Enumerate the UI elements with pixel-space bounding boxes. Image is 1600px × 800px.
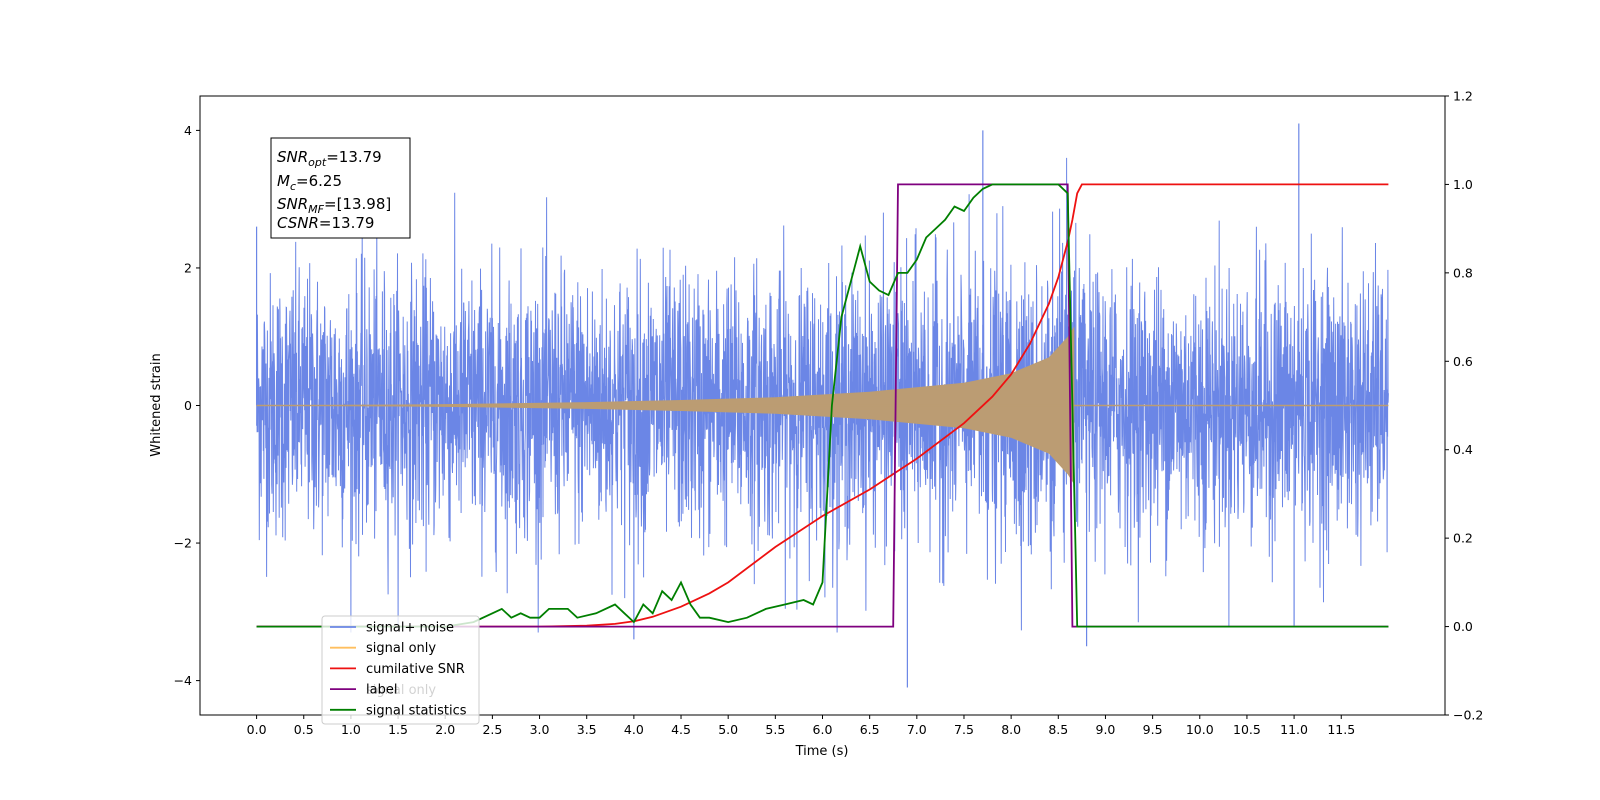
x-tick-label: 1.5 (388, 722, 408, 737)
x-tick-label: 6.5 (860, 722, 880, 737)
x-tick-label: 9.5 (1143, 722, 1163, 737)
signal-noise-line (256, 157, 1389, 633)
legend-entry: signal+ noise (366, 621, 454, 636)
x-tick-label: 5.0 (718, 722, 738, 737)
x-tick-label: 0.5 (294, 722, 314, 737)
x-tick-label: 6.0 (813, 722, 833, 737)
legend-ghost-text: signal only (366, 683, 436, 698)
x-tick-label: 2.0 (435, 722, 455, 737)
x-tick-label: 2.5 (482, 722, 502, 737)
x-tick-label: 7.0 (907, 722, 927, 737)
y-right-tick-label: 0.6 (1453, 354, 1473, 369)
legend: signal+ noise signal only cumilative SNR la… (321, 615, 480, 725)
x-axis-label: Time (s) (795, 744, 849, 759)
y-axis-label-left: Whitened strain (149, 353, 164, 456)
x-tick-label: 10.0 (1186, 722, 1214, 737)
y-left-tick-label: 0 (184, 398, 192, 413)
x-tick-label: 1.0 (341, 722, 361, 737)
snr-mf-label: SNRMF=[13.98] (277, 195, 391, 216)
signal-statistics-line (256, 183, 1389, 628)
snr-opt-value: =13.79 (326, 148, 382, 166)
y-left-tick-label: −4 (174, 673, 192, 688)
x-tick-label: 4.5 (671, 722, 691, 737)
x-tick-label: 10.5 (1233, 722, 1261, 737)
legend-entry: label (366, 683, 397, 698)
signal-only-series (256, 326, 1389, 485)
x-tick-label: 11.5 (1327, 722, 1355, 737)
y-right-tick-label: −0.2 (1453, 708, 1483, 723)
x-tick-label: 7.5 (954, 722, 974, 737)
y-right-tick-label: 0.8 (1453, 265, 1473, 280)
y-right-tick-label: 0.0 (1453, 619, 1473, 634)
x-tick-label: 4.0 (624, 722, 644, 737)
csnr-label: CSNR=13.79 (277, 214, 374, 232)
y-right-tick-label: 1.0 (1453, 177, 1473, 192)
y-left-tick-label: 2 (184, 260, 192, 275)
csnr-value: =13.79 (319, 214, 375, 232)
x-tick-label: 9.0 (1096, 722, 1116, 737)
x-tick-label: 3.0 (530, 722, 550, 737)
signal-noise-series (255, 123, 1389, 688)
y-left-tick-label: 4 (184, 123, 192, 138)
x-tick-label: 5.5 (765, 722, 785, 737)
x-tick-label: 0.0 (247, 722, 267, 737)
mc-value: =6.25 (296, 172, 342, 190)
y-left-tick-label: −2 (174, 536, 192, 551)
x-tick-label: 11.0 (1280, 722, 1308, 737)
legend-entry: cumilative SNR (366, 662, 465, 677)
y-right-tick-label: 0.4 (1453, 442, 1473, 457)
metrics-annotation: SNRopt=13.79 Mc=6.25 SNRMF=[13.98] CSNR=… (270, 137, 411, 239)
x-tick-label: 3.5 (577, 722, 597, 737)
snr-mf-value: =[13.98] (324, 195, 391, 213)
mc-label: Mc=6.25 (277, 172, 342, 193)
x-tick-label: 8.0 (1001, 722, 1021, 737)
y-right-tick-label: 1.2 (1453, 89, 1473, 104)
legend-entry: signal only (366, 641, 436, 656)
snr-opt-label: SNRopt=13.79 (277, 148, 382, 169)
x-tick-label: 8.5 (1048, 722, 1068, 737)
y-right-tick-label: 0.2 (1453, 531, 1473, 546)
legend-entry: signal statistics (366, 703, 467, 718)
